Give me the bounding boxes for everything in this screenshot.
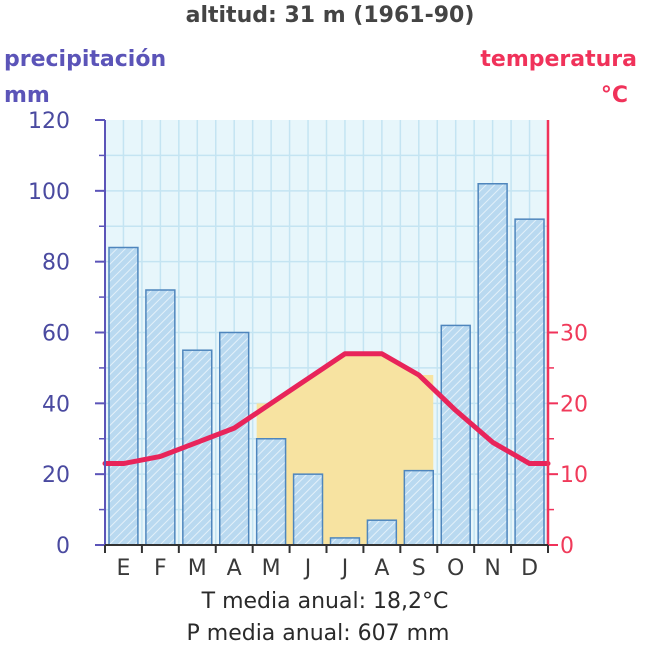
month-label: E xyxy=(117,556,131,581)
month-label: O xyxy=(447,556,464,581)
right-tick-label: 10 xyxy=(560,463,588,488)
month-label: M xyxy=(262,556,281,581)
month-label: D xyxy=(521,556,538,581)
precip-bar xyxy=(403,469,435,546)
precip-bar xyxy=(255,438,287,546)
month-label: S xyxy=(412,556,426,581)
precip-bar xyxy=(366,519,398,546)
precip-bar xyxy=(219,331,250,546)
precip-bar xyxy=(514,218,545,546)
left-axis-unit: mm xyxy=(4,83,50,108)
mean-precipitation: P media anual: 607 mm xyxy=(187,621,450,646)
left-tick-label: 40 xyxy=(42,392,70,417)
right-axis-title: temperatura xyxy=(480,47,637,72)
left-tick-label: 60 xyxy=(42,322,70,347)
precip-bar xyxy=(108,246,139,546)
chart-title: altitud: 31 m (1961-90) xyxy=(186,3,475,28)
temperature-line xyxy=(102,351,551,467)
month-label: J xyxy=(340,556,349,581)
right-axis-unit: °C xyxy=(601,83,628,108)
right-tick-label: 30 xyxy=(560,322,588,347)
left-tick-label: 80 xyxy=(42,251,70,276)
right-tick-label: 0 xyxy=(560,534,574,559)
left-tick-label: 20 xyxy=(42,463,70,488)
month-label: J xyxy=(303,556,312,581)
month-label: M xyxy=(188,556,207,581)
month-label: N xyxy=(484,556,500,581)
month-label: F xyxy=(154,556,167,581)
precip-bar xyxy=(292,473,324,546)
month-label: A xyxy=(227,556,242,581)
left-tick-label: 0 xyxy=(56,534,70,559)
right-tick-label: 20 xyxy=(560,392,588,417)
left-axis-title: precipitación xyxy=(4,47,166,72)
precip-bar xyxy=(477,183,508,546)
precip-bar xyxy=(440,324,471,546)
precip-bar xyxy=(329,537,361,546)
left-tick-label: 120 xyxy=(28,109,70,134)
mean-temperature: T media anual: 18,2°C xyxy=(201,589,449,614)
month-label: A xyxy=(374,556,389,581)
left-tick-label: 100 xyxy=(28,180,70,205)
precip-bar xyxy=(145,289,176,546)
